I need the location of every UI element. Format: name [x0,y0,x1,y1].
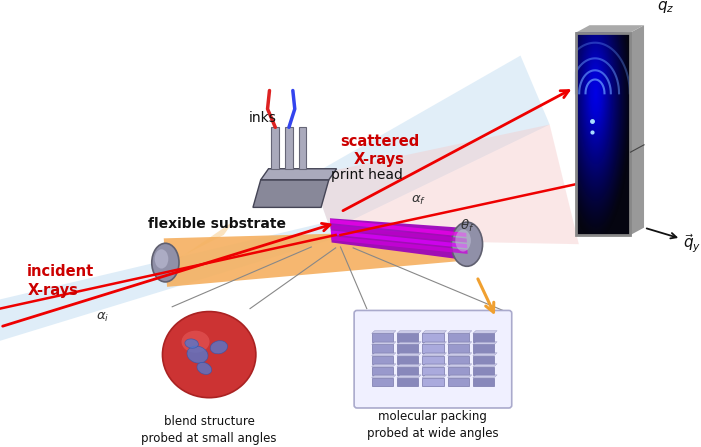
Polygon shape [447,375,472,378]
Bar [422,345,444,353]
Text: $q_z$: $q_z$ [657,0,674,15]
Polygon shape [630,25,644,235]
Ellipse shape [152,243,179,282]
Ellipse shape [185,339,198,348]
Ellipse shape [451,222,482,266]
Polygon shape [397,331,421,333]
Polygon shape [372,342,396,345]
Polygon shape [253,180,329,207]
Text: inks: inks [249,111,277,125]
Bar [472,355,494,364]
Bar [299,127,306,169]
Text: scattered
X-rays: scattered X-rays [340,134,419,167]
Text: $\alpha_f$: $\alpha_f$ [411,194,426,207]
Bar [422,367,444,375]
Polygon shape [311,55,550,230]
Polygon shape [330,218,468,260]
Polygon shape [447,342,472,345]
Polygon shape [576,33,630,235]
Text: $\theta_f$: $\theta_f$ [460,218,475,234]
Polygon shape [151,221,233,272]
Bar [447,333,469,342]
Bar [472,378,494,386]
Ellipse shape [210,341,228,354]
Polygon shape [422,375,447,378]
Polygon shape [330,219,466,237]
Text: molecular packing
probed at wide angles: molecular packing probed at wide angles [367,410,498,440]
Polygon shape [0,221,331,341]
Bar [372,333,393,342]
Polygon shape [447,364,472,367]
Polygon shape [331,236,468,254]
Polygon shape [472,331,497,333]
Polygon shape [422,331,447,333]
Bar [447,378,469,386]
Polygon shape [311,125,579,244]
Polygon shape [422,342,447,345]
Text: print head: print head [331,168,402,182]
Bar [447,345,469,353]
Bar [397,367,418,375]
Polygon shape [397,342,421,345]
Polygon shape [372,331,396,333]
Text: incident
X-rays: incident X-rays [27,264,95,298]
Text: $\vec{q}_y$: $\vec{q}_y$ [683,233,701,256]
Text: blend structure
probed at small angles: blend structure probed at small angles [142,415,277,445]
Polygon shape [472,364,497,367]
Polygon shape [397,375,421,378]
Bar [472,345,494,353]
Polygon shape [164,230,468,287]
Bar [372,345,393,353]
Ellipse shape [163,312,256,398]
Polygon shape [331,230,468,248]
Text: flexible substrate: flexible substrate [148,217,286,231]
Bar [422,355,444,364]
Bar [472,367,494,375]
Polygon shape [422,353,447,355]
Polygon shape [372,375,396,378]
Polygon shape [330,225,467,243]
Text: $\alpha_i$: $\alpha_i$ [95,311,109,325]
Polygon shape [397,364,421,367]
Polygon shape [261,169,336,180]
Bar [271,127,279,169]
Bar [397,345,418,353]
Ellipse shape [456,229,471,252]
Polygon shape [447,353,472,355]
Ellipse shape [182,331,210,353]
Bar [397,378,418,386]
Ellipse shape [197,363,212,375]
Bar [285,127,293,169]
Bar [422,378,444,386]
Bar [472,333,494,342]
Bar [397,333,418,342]
Polygon shape [372,353,396,355]
Bar [422,333,444,342]
Polygon shape [397,353,421,355]
Polygon shape [472,342,497,345]
FancyBboxPatch shape [354,311,512,408]
Polygon shape [422,364,447,367]
Ellipse shape [187,346,208,363]
Ellipse shape [155,249,168,269]
Polygon shape [472,375,497,378]
Polygon shape [576,25,644,33]
Polygon shape [372,364,396,367]
Bar [447,367,469,375]
Bar [372,378,393,386]
Bar [397,355,418,364]
Bar [372,367,393,375]
Polygon shape [447,331,472,333]
Bar [372,355,393,364]
Bar [447,355,469,364]
Polygon shape [472,353,497,355]
